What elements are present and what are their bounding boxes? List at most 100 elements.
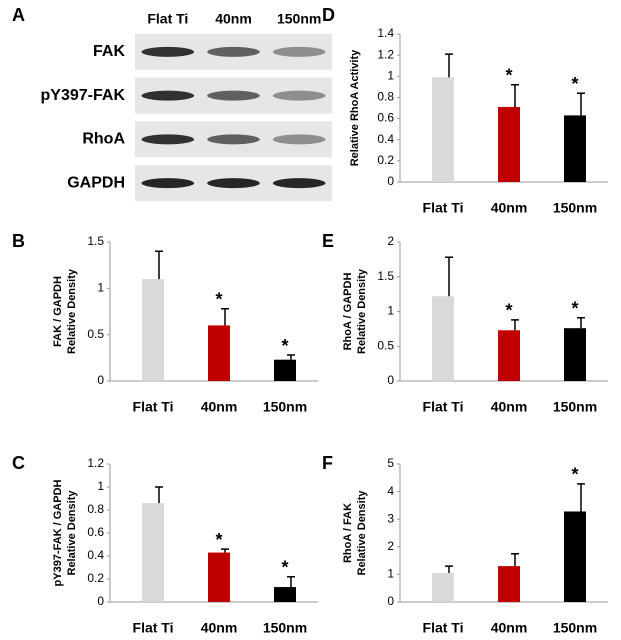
- significance-mark: *: [505, 65, 512, 85]
- x-tick-label: Flat Ti: [423, 399, 464, 415]
- significance-mark: *: [215, 289, 222, 309]
- y-tick-label: 1.5: [377, 269, 394, 283]
- y-tick-label: 0.4: [87, 548, 104, 562]
- bar: [208, 325, 230, 381]
- blot-band: [272, 134, 326, 145]
- y-tick-label: 0.2: [377, 153, 394, 167]
- y-axis-label: Relative Density: [356, 268, 368, 354]
- blot-band: [141, 134, 195, 145]
- y-tick-label: 1: [97, 281, 104, 295]
- y-tick-label: 1: [387, 567, 394, 581]
- y-tick-label: 5: [387, 456, 394, 470]
- y-tick-label: 0: [387, 174, 394, 188]
- significance-mark: *: [571, 74, 578, 94]
- lane-label: 150nm: [277, 11, 321, 27]
- bar: [432, 296, 454, 381]
- y-tick-label: 2: [387, 539, 394, 553]
- x-tick-label: 40nm: [201, 399, 238, 415]
- y-tick-label: 0.5: [377, 338, 394, 352]
- x-tick-label: 150nm: [263, 620, 307, 636]
- error-bar: [155, 486, 163, 504]
- blot-band: [207, 134, 260, 145]
- y-tick-label: 0.5: [87, 327, 104, 341]
- x-tick-label: Flat Ti: [423, 200, 464, 216]
- significance-mark: *: [571, 465, 578, 485]
- x-tick-label: 40nm: [491, 200, 528, 216]
- y-tick-label: 0: [97, 594, 104, 608]
- x-tick-label: 150nm: [553, 620, 597, 636]
- x-tick-label: 150nm: [553, 200, 597, 216]
- y-tick-label: 1.2: [87, 456, 104, 470]
- bar: [564, 328, 586, 381]
- blot-row-label: GAPDH: [67, 174, 125, 191]
- bar: [432, 573, 454, 602]
- y-tick-label: 1: [387, 304, 394, 318]
- y-axis-label: RhoA / FAK: [342, 503, 354, 563]
- blot-band: [207, 46, 260, 57]
- panel-label: D: [322, 5, 335, 25]
- x-tick-label: 40nm: [491, 399, 528, 415]
- y-tick-label: 0.8: [87, 502, 104, 516]
- error-bar: [511, 319, 519, 331]
- blot-row-label: pY397-FAK: [41, 87, 126, 104]
- x-tick-label: 150nm: [553, 399, 597, 415]
- y-tick-label: 3: [387, 511, 394, 525]
- lane-label: 40nm: [215, 11, 252, 27]
- bar: [498, 330, 520, 381]
- blot-band: [207, 90, 260, 101]
- bar: [142, 279, 164, 381]
- y-axis-label: Relative Density: [66, 490, 78, 576]
- bar: [498, 106, 520, 182]
- significance-mark: *: [215, 530, 222, 550]
- x-tick-label: Flat Ti: [423, 620, 464, 636]
- error-bar: [155, 250, 163, 280]
- y-tick-label: 2: [387, 234, 394, 248]
- error-bar: [445, 53, 453, 78]
- error-bar: [511, 83, 519, 107]
- y-tick-label: 4: [387, 484, 394, 498]
- significance-mark: *: [571, 299, 578, 319]
- y-axis-label: Relative RhoA Activity: [349, 49, 361, 166]
- bar: [208, 552, 230, 602]
- panel-label: B: [12, 231, 25, 251]
- bar: [564, 115, 586, 182]
- error-bar: [221, 307, 229, 326]
- x-tick-label: Flat Ti: [133, 399, 174, 415]
- blot-band: [272, 90, 326, 101]
- blot-band: [141, 178, 195, 189]
- x-tick-label: 150nm: [263, 399, 307, 415]
- bar: [564, 511, 586, 602]
- y-tick-label: 0: [97, 373, 104, 387]
- x-tick-label: Flat Ti: [133, 620, 174, 636]
- significance-mark: *: [505, 301, 512, 321]
- panel-label: A: [12, 5, 25, 25]
- panel-label: C: [12, 453, 25, 473]
- bar: [274, 587, 296, 602]
- error-bar: [577, 317, 585, 329]
- y-tick-label: 0: [387, 373, 394, 387]
- y-tick-label: 0.6: [377, 111, 394, 125]
- error-bar: [577, 483, 585, 512]
- y-tick-label: 0.8: [377, 90, 394, 104]
- y-tick-label: 0.4: [377, 132, 394, 146]
- error-bar: [287, 354, 295, 360]
- y-axis-label: RhoA / GAPDH: [342, 273, 354, 351]
- y-axis-label: Relative Density: [66, 268, 78, 354]
- blot-band: [141, 46, 195, 57]
- y-tick-label: 1.2: [377, 47, 394, 61]
- bar: [498, 566, 520, 602]
- y-tick-label: 1.5: [87, 234, 104, 248]
- significance-mark: *: [281, 557, 288, 577]
- panel-label: E: [322, 231, 334, 251]
- y-tick-label: 1: [97, 479, 104, 493]
- y-axis-label: Relative Density: [356, 490, 368, 576]
- x-tick-label: 40nm: [201, 620, 238, 636]
- error-bar: [445, 256, 453, 297]
- y-tick-label: 0.2: [87, 571, 104, 585]
- blot-band: [272, 178, 326, 189]
- blot-band: [207, 178, 260, 189]
- error-bar: [445, 565, 453, 574]
- y-axis-label: pY397-FAK / GAPDH: [52, 479, 64, 586]
- error-bar: [287, 575, 295, 588]
- x-tick-label: 40nm: [491, 620, 528, 636]
